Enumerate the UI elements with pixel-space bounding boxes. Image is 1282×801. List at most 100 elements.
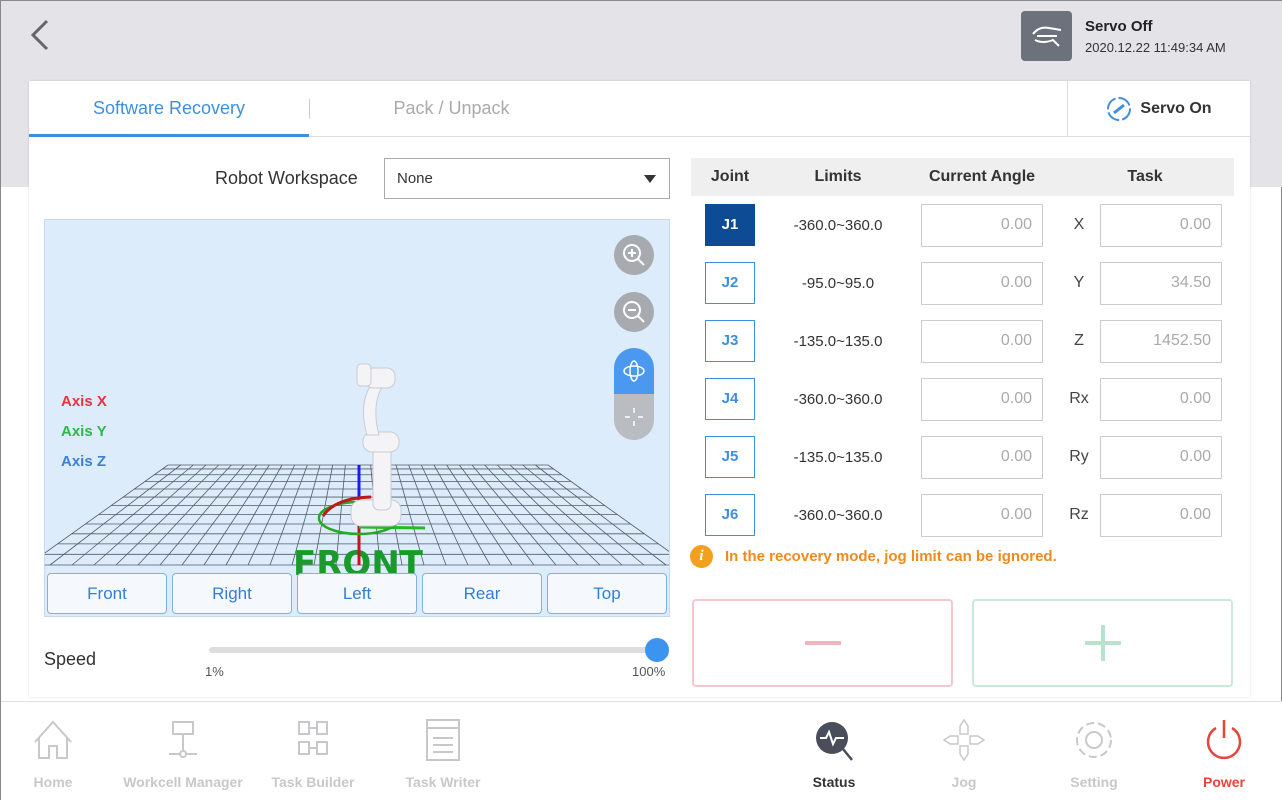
task-axis-label: Y [1073, 274, 1085, 291]
robot-scene: FRONT [45, 363, 669, 584]
axis-y-label: Axis Y [61, 423, 107, 440]
task-axis-label: Z [1074, 332, 1084, 349]
header-limits: Limits [814, 168, 862, 185]
joint-limits: -360.0~360.0 [793, 391, 883, 408]
speed-max-label: 100% [632, 664, 666, 679]
joint-j6-button[interactable]: J6 [705, 494, 755, 536]
speed-label: Speed [44, 649, 97, 669]
nav-power[interactable]: Power [1159, 702, 1282, 800]
zoom-in-icon [623, 244, 645, 266]
zoom-in-button[interactable] [614, 235, 654, 275]
speed-min-label: 1% [205, 664, 224, 679]
task-axis-label: X [1073, 216, 1085, 233]
tab-pack-unpack[interactable]: Pack / Unpack [393, 98, 510, 118]
joint-row: J1 -360.0~360.0 0.00 X 0.00 [691, 204, 1234, 248]
joint-row: J5 -135.0~135.0 0.00 Ry 0.00 [691, 436, 1234, 480]
task-value-field[interactable]: 0.00 [1100, 494, 1222, 537]
joint-limits: -95.0~95.0 [801, 275, 875, 292]
speed-slider[interactable] [209, 647, 657, 653]
joint-j4-button[interactable]: J4 [705, 378, 755, 420]
current-angle-field[interactable]: 0.00 [921, 436, 1043, 479]
joint-limits: -360.0~360.0 [793, 507, 883, 524]
nav-jog[interactable]: Jog [899, 702, 1029, 800]
joint-row: J3 -135.0~135.0 0.00 Z 1452.50 [691, 320, 1234, 364]
joint-j5-button[interactable]: J5 [705, 436, 755, 478]
header-joint: Joint [710, 168, 750, 185]
joint-row: J2 -95.0~95.0 0.00 Y 34.50 [691, 262, 1234, 306]
recovery-panel: Software Recovery Pack / Unpack Servo On… [29, 81, 1250, 697]
task-axis-label: Ry [1069, 448, 1089, 465]
tab-divider [309, 99, 310, 119]
nav-task-writer[interactable]: Task Writer [378, 702, 508, 800]
nav-setting[interactable]: Setting [1029, 702, 1159, 800]
hand-icon [1021, 11, 1072, 61]
servo-on-label: Servo On [1140, 100, 1212, 117]
current-angle-field[interactable]: 0.00 [921, 378, 1043, 421]
power-icon [1206, 720, 1242, 760]
view-front-button[interactable]: Front [47, 573, 167, 614]
current-angle-field[interactable]: 0.00 [921, 262, 1043, 305]
home-icon [34, 720, 72, 759]
task-value-field[interactable]: 0.00 [1100, 204, 1222, 247]
tab-bar: Software Recovery Pack / Unpack Servo On [29, 81, 1250, 137]
task-builder-icon [298, 721, 328, 755]
jog-plus-button[interactable] [972, 599, 1233, 687]
workspace-label: Robot Workspace [215, 168, 358, 188]
view-right-button[interactable]: Right [172, 573, 292, 614]
info-icon: i [690, 545, 713, 568]
workcell-icon [169, 721, 197, 758]
speed-slider-thumb[interactable] [645, 638, 669, 662]
current-angle-field[interactable]: 0.00 [921, 320, 1043, 363]
task-axis-label: Rx [1069, 390, 1089, 407]
nav-label: Home [33, 774, 73, 790]
jog-minus-button[interactable] [692, 599, 953, 687]
joint-j1-button[interactable]: J1 [705, 204, 755, 246]
zoom-out-icon [623, 301, 645, 323]
nav-label: Task Writer [405, 774, 481, 790]
nav-label: Jog [951, 774, 977, 790]
workspace-value: None [397, 170, 433, 187]
robot-3d-viewport[interactable]: FRONT Axis X Axis Y Axis Z Front Right L… [44, 219, 670, 617]
rotate-mode-button[interactable] [614, 348, 654, 394]
bottom-nav: Home Workcell Manager Task Builder Task Wri… [1, 701, 1282, 801]
nav-workcell-manager[interactable]: Workcell Manager [118, 702, 248, 800]
servo-on-button[interactable]: Servo On [1067, 81, 1250, 137]
jog-dpad-icon [942, 718, 986, 762]
zoom-out-button[interactable] [614, 292, 654, 332]
nav-label: Task Builder [271, 774, 355, 790]
tab-software-recovery[interactable]: Software Recovery [29, 81, 309, 137]
joint-row: J4 -360.0~360.0 0.00 Rx 0.00 [691, 378, 1234, 422]
header-task: Task [1127, 168, 1163, 185]
nav-home[interactable]: Home [0, 702, 118, 800]
nav-label: Setting [1070, 774, 1118, 790]
task-value-field[interactable]: 0.00 [1100, 378, 1222, 421]
back-button[interactable] [27, 17, 57, 53]
document-icon [426, 719, 460, 761]
datetime: 2020.12.22 11:49:34 AM [1085, 39, 1226, 55]
task-value-field[interactable]: 34.50 [1100, 262, 1222, 305]
nav-status[interactable]: Status [769, 702, 899, 800]
nav-task-builder[interactable]: Task Builder [248, 702, 378, 800]
joint-j2-button[interactable]: J2 [705, 262, 755, 304]
current-angle-field[interactable]: 0.00 [921, 204, 1043, 247]
task-axis-label: Rz [1069, 506, 1089, 523]
joint-j3-button[interactable]: J3 [705, 320, 755, 362]
current-angle-field[interactable]: 0.00 [921, 494, 1043, 537]
task-value-field[interactable]: 1452.50 [1100, 320, 1222, 363]
status-pulse-icon [816, 722, 853, 761]
chevron-left-icon [30, 19, 49, 51]
nav-label: Status [812, 774, 856, 790]
pan-mode-button[interactable] [614, 394, 654, 440]
view-rear-button[interactable]: Rear [422, 573, 542, 614]
view-top-button[interactable]: Top [547, 573, 667, 614]
axis-x-label: Axis X [61, 393, 107, 410]
joint-row: J6 -360.0~360.0 0.00 Rz 0.00 [691, 494, 1234, 538]
joint-limits: -135.0~135.0 [793, 333, 883, 350]
header-current-angle: Current Angle [928, 168, 1036, 185]
task-value-field[interactable]: 0.00 [1100, 436, 1222, 479]
warning-text: In the recovery mode, jog limit can be i… [725, 548, 1057, 565]
joint-table-header: Joint Limits Current Angle Task [691, 158, 1234, 196]
workspace-select[interactable]: None [384, 158, 670, 199]
view-left-button[interactable]: Left [297, 573, 417, 614]
joint-limits: -135.0~135.0 [793, 449, 883, 466]
